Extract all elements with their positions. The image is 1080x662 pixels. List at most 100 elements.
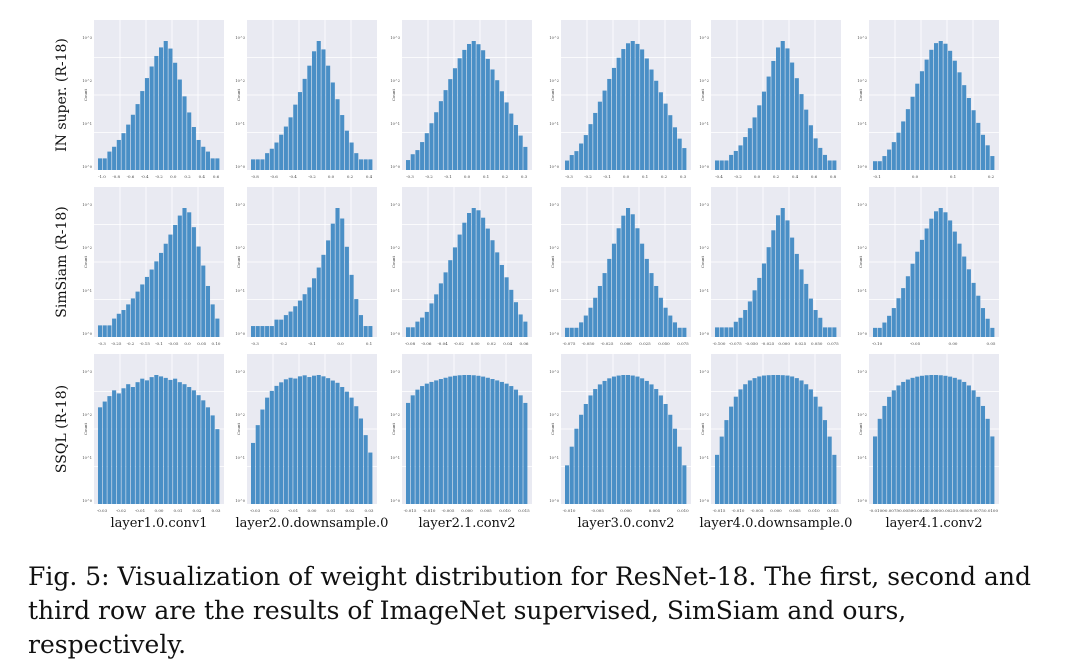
histogram-bar: [410, 395, 415, 504]
histogram-bar: [729, 327, 734, 337]
y-tick-label: 10^2: [82, 79, 92, 83]
histogram-bar: [715, 454, 720, 504]
x-tick-label: 0.0: [184, 341, 191, 346]
histogram-bar: [135, 382, 140, 504]
histogram-bar: [640, 49, 645, 171]
histogram-bar: [490, 379, 495, 504]
histogram-bar: [312, 278, 317, 337]
histogram-bar: [210, 304, 215, 337]
histogram-bar: [733, 321, 738, 337]
histogram-bar: [938, 208, 943, 337]
x-tick-label: -0.3: [565, 174, 573, 179]
histogram-bar: [471, 208, 476, 337]
histogram-bar: [602, 90, 607, 170]
y-tick-label: 10^1: [857, 456, 867, 460]
histogram-bar: [952, 377, 957, 504]
histogram-bar: [452, 247, 458, 337]
histogram-bar: [649, 69, 654, 170]
histogram-panel: Count 10^0 10^1 10^2 10^3 -0.3 -0.2 -0.1 0.0 0.1: [235, 187, 377, 346]
histogram-bar: [957, 72, 962, 170]
histogram-bar: [98, 407, 103, 504]
y-tick-label: 10^2: [390, 79, 400, 83]
y-tick-label: 10^1: [82, 289, 92, 293]
histogram-bar: [196, 139, 201, 170]
y-tick-label: 10^2: [390, 246, 400, 250]
histogram-panel: Count 10^0 10^1 10^2 10^3 -0.075 -0.050 -0.025 0…: [549, 187, 691, 346]
histogram-bar: [368, 326, 373, 337]
y-tick-label: 10^3: [699, 203, 709, 207]
histogram-bar: [462, 222, 467, 337]
histogram-bar: [607, 78, 612, 170]
histogram-bar: [910, 377, 915, 504]
x-tick-label: 0.025: [795, 341, 807, 346]
histogram-bar: [799, 94, 804, 170]
histogram-bar: [976, 295, 981, 337]
x-tick-label: 0.005: [649, 508, 661, 513]
y-tick-label: 10^0: [82, 499, 92, 503]
histogram-panel: Count 10^0 10^1 10^2 10^3 -0.100 -0.075 -0.050-…: [699, 187, 841, 346]
y-tick-label: 10^2: [699, 246, 709, 250]
x-tick-label: 0.075: [677, 341, 689, 346]
histogram-bar: [490, 240, 495, 337]
histogram-panel: Count 10^0 10^1 10^2 10^3 -0.015 -0.010 -0.005 0…: [390, 354, 532, 513]
histogram-bar: [822, 154, 828, 170]
y-tick-label: 10^3: [549, 36, 559, 40]
histogram-bar: [191, 390, 196, 504]
y-axis-label: Count: [700, 422, 705, 435]
histogram-bar: [635, 43, 640, 170]
histogram-bar: [159, 252, 164, 337]
histogram-bar: [766, 247, 771, 337]
histogram-bar: [822, 420, 828, 504]
histogram-bar: [761, 375, 767, 504]
histogram-bar: [818, 406, 823, 504]
histogram-bar: [644, 380, 649, 504]
histogram-bar: [121, 310, 126, 337]
y-tick-label: 10^3: [82, 370, 92, 374]
histogram-bar: [677, 327, 682, 337]
histogram-panel: Count 10^0 10^1 10^2 10^3 -1.0 -0.8 -0.6 -0.4 -0.…: [82, 20, 224, 179]
histogram-bar: [827, 160, 832, 170]
y-tick-label: 10^2: [699, 413, 709, 417]
histogram-bar: [312, 51, 317, 170]
histogram-bar: [583, 403, 588, 504]
x-tick-label: 0.1: [366, 341, 372, 346]
y-tick-label: 10^3: [699, 36, 709, 40]
y-tick-label: 10^1: [235, 456, 245, 460]
histogram-bar: [658, 297, 663, 337]
x-tick-label: 0.050: [658, 341, 670, 346]
x-tick-label: -0.2: [584, 174, 592, 179]
histogram-bar: [738, 389, 743, 504]
x-tick-label: 0.2: [184, 174, 191, 179]
y-tick-label: 10^0: [549, 165, 559, 169]
histogram-bar: [990, 436, 995, 504]
x-tick-label: -0.3: [98, 341, 106, 346]
histogram-bar: [316, 375, 321, 504]
histogram-bar: [523, 321, 528, 337]
histogram-bar: [321, 49, 326, 170]
histogram-panel: Count 10^0 10^1 10^2 10^3 -0.010 -0.005 0.000 0.…: [549, 354, 691, 513]
histogram-bar: [98, 158, 103, 170]
x-tick-label: 0.02: [487, 341, 496, 346]
histogram-bar: [976, 396, 981, 504]
histogram-bar: [827, 436, 832, 504]
histogram-bar: [363, 159, 368, 170]
histogram-bar: [471, 375, 476, 504]
histogram-bar: [971, 110, 976, 170]
histogram-bar: [948, 376, 953, 504]
x-tick-label: -1.0: [98, 174, 106, 179]
x-tick-label: -0.02: [269, 508, 280, 513]
y-axis-label: Count: [236, 422, 241, 435]
histogram-bar: [467, 375, 472, 504]
y-tick-label: 10^3: [549, 203, 559, 207]
histogram-bar: [611, 67, 617, 170]
x-tick-label: 0.000: [620, 341, 632, 346]
histogram-bar: [985, 145, 990, 170]
histogram-bar: [901, 121, 906, 170]
histogram-bar: [757, 376, 762, 504]
y-tick-label: 10^0: [235, 332, 245, 336]
histogram-panel: Count 10^0 10^1 10^2 10^3 -0.03 -0.02 -0.01 0.00…: [82, 354, 224, 513]
histogram-bar: [149, 377, 154, 504]
histogram-bar: [616, 57, 621, 170]
histogram-bar: [565, 465, 570, 504]
histogram-bar: [804, 384, 809, 504]
